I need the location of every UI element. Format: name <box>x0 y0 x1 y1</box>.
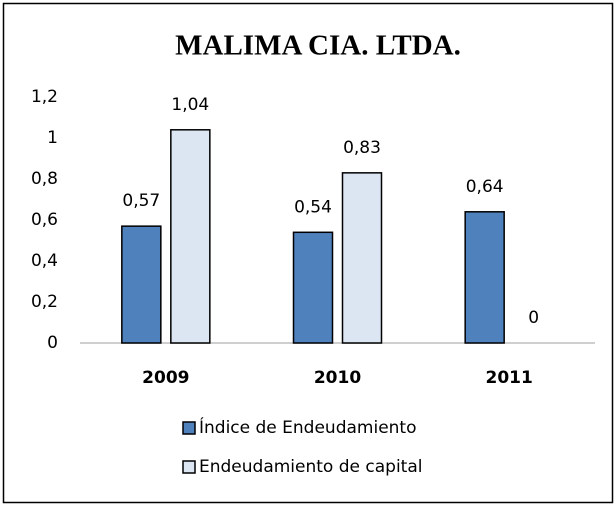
legend-label: Índice de Endeudamiento <box>199 416 417 438</box>
y-tick-label: 0,6 <box>31 210 58 230</box>
y-tick-label: 0,8 <box>31 169 58 189</box>
bar <box>341 172 383 344</box>
legend-label: Endeudamiento de capital <box>199 457 422 477</box>
value-label: 0,54 <box>294 197 332 217</box>
x-tick-label: 2009 <box>142 368 189 388</box>
x-tick-label: 2011 <box>486 368 533 388</box>
value-label: 0 <box>528 308 539 328</box>
value-label: 1,04 <box>171 95 209 115</box>
bar <box>170 129 211 344</box>
legend-swatch <box>182 421 196 435</box>
legend-swatch <box>182 460 196 474</box>
chart-title: MALIMA CIA. LTDA. <box>175 30 461 62</box>
x-tick-label: 2010 <box>314 368 361 388</box>
value-label: 0,64 <box>466 177 504 197</box>
y-tick-label: 0,2 <box>31 292 58 312</box>
y-tick-label: 1,2 <box>31 87 58 107</box>
y-tick-label: 1 <box>47 128 58 148</box>
value-label: 0,57 <box>122 191 160 211</box>
bar <box>292 231 334 344</box>
y-tick-label: 0 <box>47 333 58 353</box>
bar <box>121 225 162 344</box>
value-label: 0,83 <box>343 138 381 158</box>
y-tick-label: 0,4 <box>31 251 58 271</box>
bar <box>464 211 505 344</box>
